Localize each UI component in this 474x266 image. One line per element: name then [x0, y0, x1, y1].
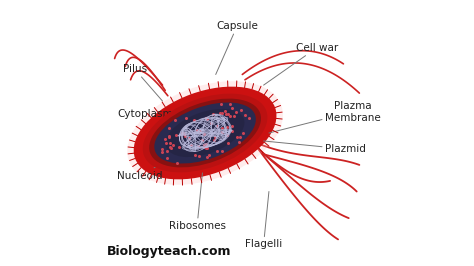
Ellipse shape [155, 102, 256, 164]
Text: Biologyteach.com: Biologyteach.com [107, 245, 231, 258]
Text: Plazmid: Plazmid [264, 141, 365, 154]
Ellipse shape [149, 99, 261, 167]
Text: Cytoplasm: Cytoplasm [117, 109, 173, 128]
Text: Pilus: Pilus [123, 64, 163, 101]
Ellipse shape [166, 109, 245, 157]
Ellipse shape [143, 94, 267, 172]
Text: Plazma
Membrane: Plazma Membrane [269, 101, 381, 133]
Text: Ribosomes: Ribosomes [169, 173, 226, 231]
Ellipse shape [134, 87, 276, 179]
Text: Cell war: Cell war [264, 43, 338, 85]
Text: Nucleoid: Nucleoid [117, 154, 179, 181]
Text: Capsule: Capsule [216, 21, 258, 74]
Ellipse shape [127, 81, 283, 185]
Text: Flagelli: Flagelli [245, 192, 282, 250]
